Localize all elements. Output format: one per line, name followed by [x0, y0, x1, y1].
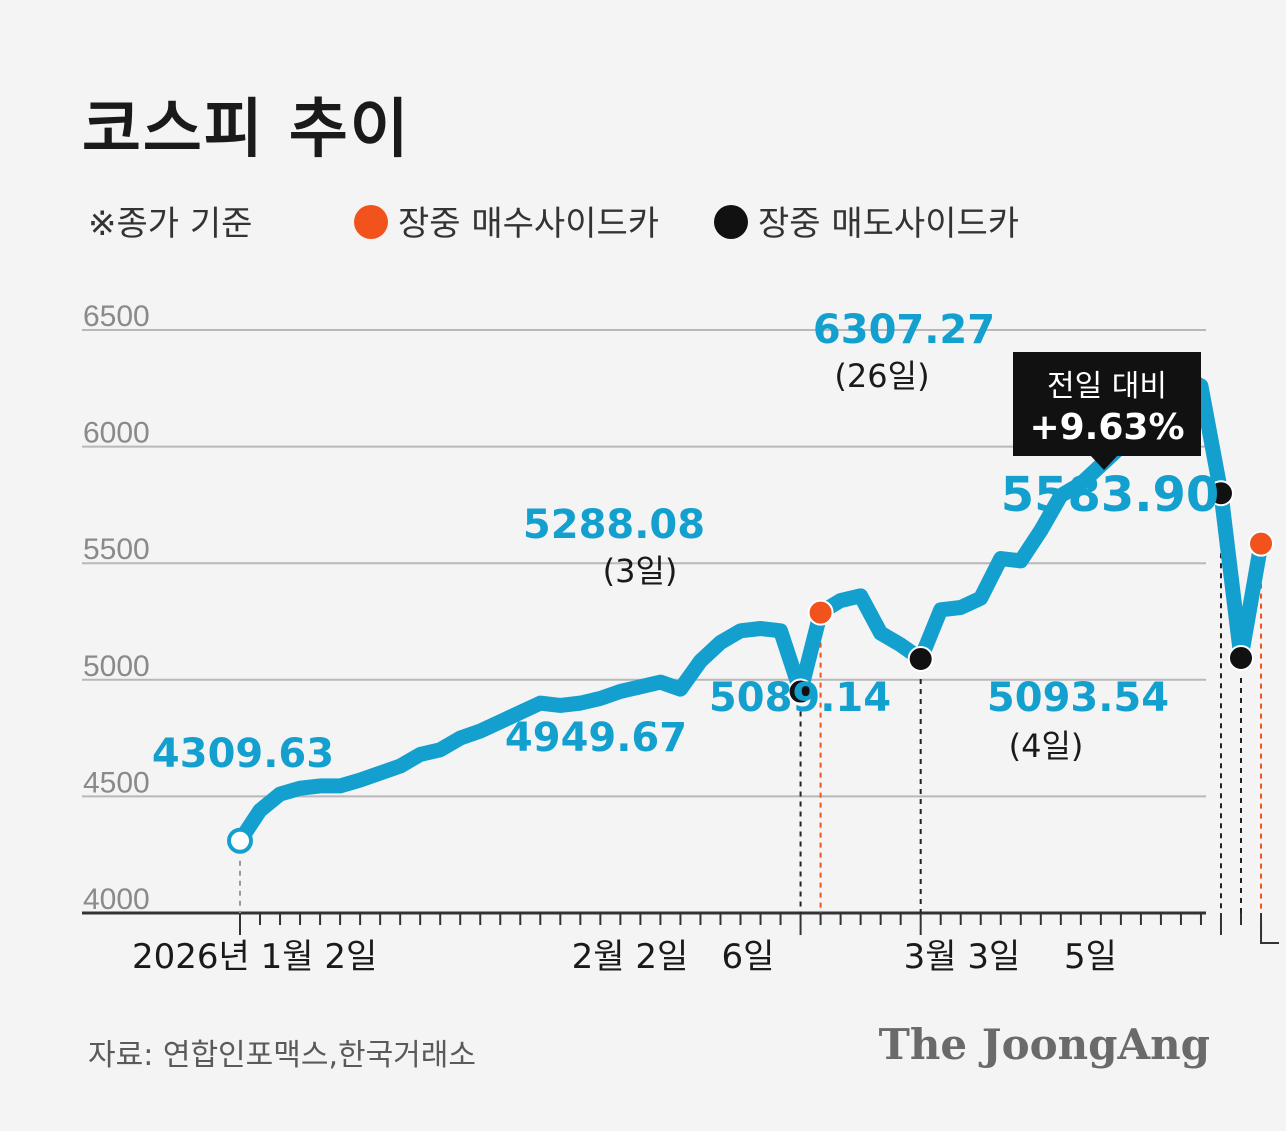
buy-sidecar-marker — [1248, 530, 1275, 557]
y-tick-label: 6500 — [83, 300, 150, 333]
series-line-kospi — [232, 367, 1269, 849]
y-tick-label: 6000 — [83, 417, 150, 450]
legend-sell-label: 장중 매도사이드카 — [758, 204, 1020, 244]
data-label-mar4-day: (4일) — [1009, 727, 1084, 765]
legend-buy-label: 장중 매수사이드카 — [398, 204, 660, 244]
callout-pointer — [1090, 455, 1118, 470]
sell-sidecar-marker — [907, 646, 934, 673]
x-tick-label: 5일 — [1064, 937, 1117, 977]
legend-buy-marker-icon — [354, 205, 388, 239]
legend-note: ※종가 기준 — [88, 204, 253, 244]
x-tick-label: 3월 3일 — [904, 937, 1021, 977]
x-tick-label: 2026년 1월 2일 — [132, 937, 377, 977]
callout-line1: 전일 대비 — [1047, 369, 1167, 404]
buy-sidecar-marker — [807, 599, 834, 626]
y-tick-label: 5000 — [83, 650, 150, 683]
data-label-feb3: 5288.08 — [523, 502, 705, 548]
data-label-mar4: 5093.54 — [987, 675, 1169, 721]
data-label-last: 5583.90 — [1001, 467, 1220, 523]
source-note: 자료: 연합인포맥스,한국거래소 — [88, 1038, 476, 1073]
y-tick-label: 4500 — [83, 766, 150, 799]
callout-line2: +9.63% — [1029, 407, 1184, 448]
data-label-feb2: 4949.67 — [505, 715, 687, 761]
legend-sell-marker-icon — [714, 205, 748, 239]
x-tick-label: 6일 — [722, 937, 775, 977]
callout-box — [1013, 352, 1201, 456]
x-tick-label: 2월 2일 — [572, 937, 689, 977]
data-label-start: 4309.63 — [152, 731, 334, 777]
open-point-marker — [227, 827, 253, 854]
data-label-feb6: 5089.14 — [709, 675, 891, 721]
brand-logo: The JoongAng — [878, 1020, 1210, 1069]
sell-sidecar-marker — [1207, 480, 1234, 507]
chart-title: 코스피 추이 — [82, 93, 411, 167]
sell-sidecar-marker — [787, 678, 814, 705]
sell-sidecar-marker — [1228, 644, 1254, 671]
data-label-feb3-day: (3일) — [603, 552, 678, 590]
data-label-peak-day: (26일) — [834, 357, 929, 395]
y-tick-label: 4000 — [83, 883, 150, 916]
x-label-connector — [1260, 923, 1280, 944]
y-tick-label: 5500 — [83, 533, 150, 566]
data-label-peak: 6307.27 — [813, 307, 995, 353]
